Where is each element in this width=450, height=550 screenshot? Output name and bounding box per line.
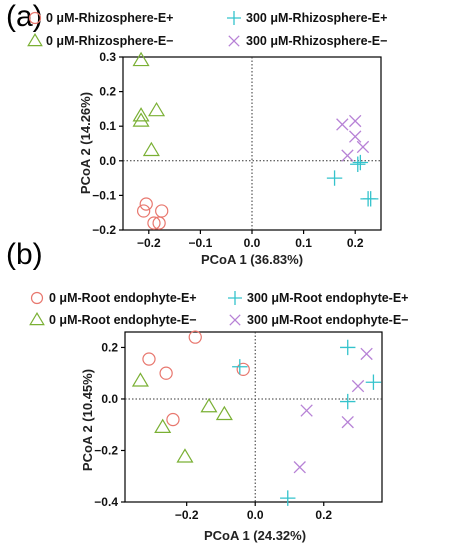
data-point-triangle xyxy=(131,372,149,387)
panel-a-label: (a) xyxy=(6,0,43,33)
x-tick-label: 0.0 xyxy=(244,236,261,250)
data-point-cross xyxy=(300,404,313,417)
y-tick-label: 0.3 xyxy=(99,50,116,64)
data-point-circle xyxy=(159,366,173,380)
data-point-cross xyxy=(360,347,373,361)
x-tick-label: −0.2 xyxy=(137,236,161,250)
data-point-cross xyxy=(336,118,349,131)
data-point-cross xyxy=(341,415,354,429)
data-point-triangle xyxy=(132,112,150,127)
legend-marker-triangle-icon xyxy=(29,312,45,326)
data-point-plus xyxy=(280,490,296,506)
data-point-plus xyxy=(340,393,356,410)
legend-entry: 0 μM-Root endophyte-E+ xyxy=(49,291,197,305)
legend-marker-circle-icon xyxy=(28,11,42,25)
y-axis-title: PCoA 2 (10.45%) xyxy=(80,369,95,471)
y-axis-title: PCoA 2 (14.26%) xyxy=(78,92,93,194)
data-point-triangle xyxy=(142,141,160,157)
data-point-plus xyxy=(365,374,382,390)
y-tick-label: 0.1 xyxy=(99,119,116,133)
legend-entry: 0 μM-Rhizosphere-E+ xyxy=(46,11,173,25)
data-point-circle xyxy=(139,197,153,211)
data-point-circle xyxy=(147,216,161,230)
x-axis-title: PCoA 1 (24.32%) xyxy=(204,528,306,543)
x-tick-label: −0.2 xyxy=(175,508,199,522)
data-point-cross xyxy=(341,149,354,162)
data-point-cross xyxy=(349,130,362,143)
data-point-plus xyxy=(326,170,343,186)
x-tick-label: 0.2 xyxy=(347,236,364,250)
data-point-triangle xyxy=(176,448,194,463)
legend-marker-cross-icon xyxy=(229,314,241,326)
y-tick-label: −0.2 xyxy=(94,443,118,457)
data-point-triangle xyxy=(215,405,233,421)
x-axis-title: PCoA 1 (36.83%) xyxy=(201,252,303,267)
y-tick-label: 0.2 xyxy=(99,85,116,99)
legend-entry: 0 μM-Rhizosphere-E− xyxy=(46,34,173,48)
legend-entry: 300 μM-Rhizosphere-E− xyxy=(246,34,387,48)
legend-marker-plus-icon xyxy=(227,11,241,25)
data-point-circle xyxy=(142,352,156,366)
data-point-cross xyxy=(349,114,362,128)
legend-entry: 300 μM-Root endophyte-E+ xyxy=(247,291,408,305)
x-tick-label: 0.0 xyxy=(247,508,264,522)
legend-marker-triangle-icon xyxy=(27,33,43,47)
data-point-plus xyxy=(350,156,366,172)
legend-entry: 300 μM-Rhizosphere-E+ xyxy=(246,11,387,25)
data-point-cross xyxy=(356,140,370,154)
data-point-plus xyxy=(362,191,379,207)
data-point-plus xyxy=(352,154,369,171)
data-point-triangle xyxy=(132,51,150,67)
legend-marker-plus-icon xyxy=(228,291,242,305)
data-point-plus xyxy=(232,359,248,375)
panel-b-label: (b) xyxy=(6,238,43,271)
data-point-cross xyxy=(293,461,306,474)
data-point-triangle xyxy=(200,398,218,413)
x-tick-label: −0.1 xyxy=(189,236,213,250)
data-point-circle xyxy=(236,362,250,376)
y-tick-label: −0.1 xyxy=(92,188,116,202)
y-tick-label: −0.2 xyxy=(92,223,116,237)
data-point-circle xyxy=(136,204,151,218)
legend-entry: 0 μM-Root endophyte-E− xyxy=(49,313,197,327)
legend-marker-circle-icon xyxy=(30,291,44,305)
y-tick-label: 0.0 xyxy=(99,154,116,168)
data-point-circle xyxy=(166,412,180,427)
data-point-cross xyxy=(351,379,365,393)
data-point-circle xyxy=(188,330,202,344)
y-tick-label: 0.0 xyxy=(101,392,118,406)
data-point-circle xyxy=(152,216,166,230)
legend-marker-cross-icon xyxy=(228,35,240,47)
legend-entry: 300 μM-Root endophyte-E− xyxy=(247,313,408,327)
data-point-triangle xyxy=(148,101,166,117)
data-point-plus xyxy=(340,339,356,356)
data-point-triangle xyxy=(132,107,150,122)
plot-frame-b xyxy=(124,331,383,503)
x-tick-label: 0.1 xyxy=(295,236,312,250)
y-tick-label: 0.2 xyxy=(101,340,118,354)
y-tick-label: −0.4 xyxy=(94,495,118,509)
data-point-circle xyxy=(155,204,169,218)
data-point-triangle xyxy=(154,418,172,433)
x-tick-label: 0.2 xyxy=(315,508,332,522)
